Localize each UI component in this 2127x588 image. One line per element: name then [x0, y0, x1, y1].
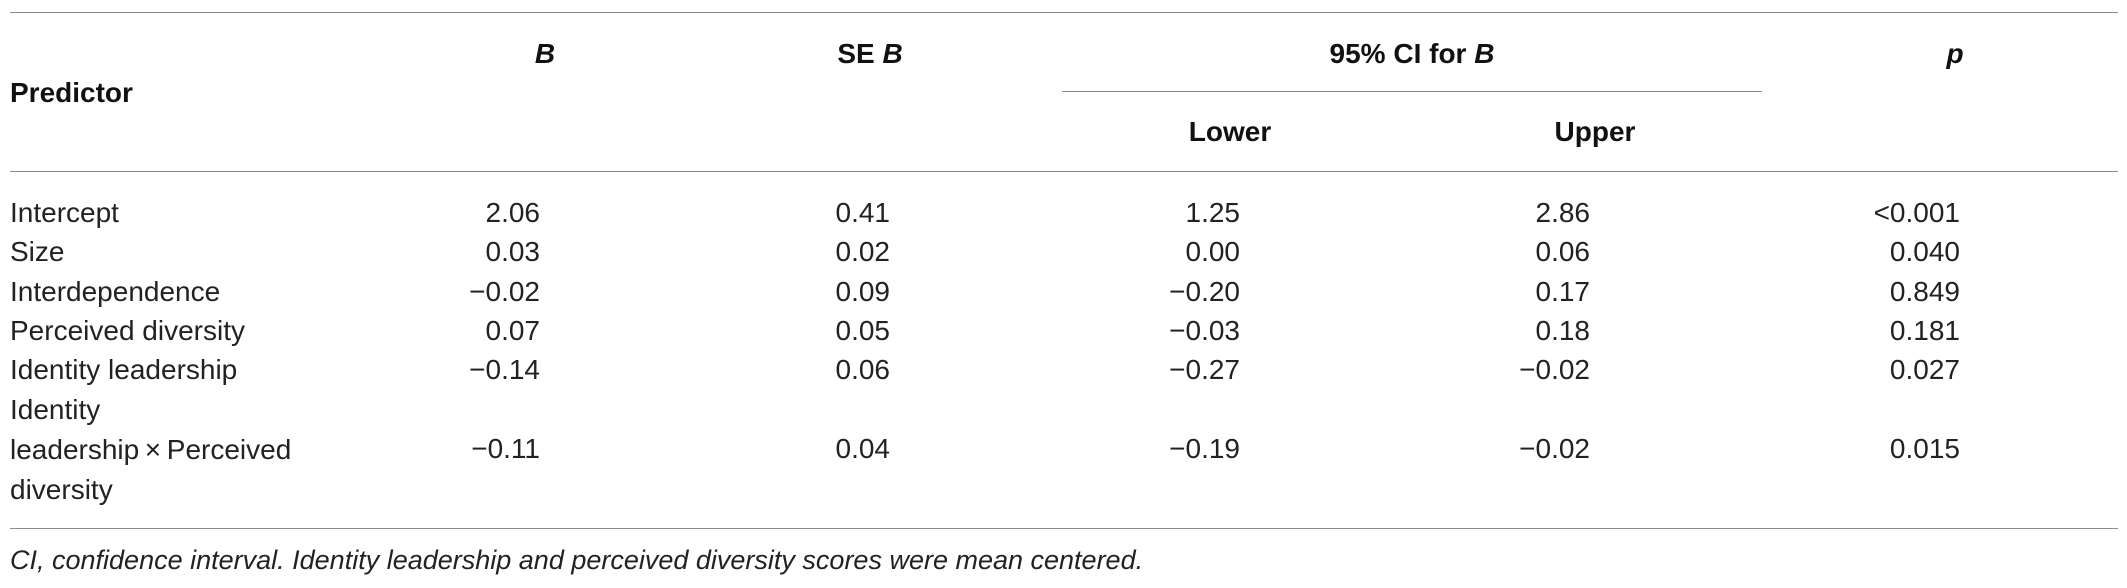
row-p: 0.040: [1889, 236, 1960, 267]
row-predictor-line: diversity: [10, 474, 113, 505]
row-predictor: Size: [10, 236, 65, 267]
row-p: 0.849: [1889, 276, 1960, 307]
row-b: −0.02: [469, 276, 540, 307]
header-bottom-rule: [10, 171, 2118, 172]
row-upper: 0.17: [1535, 276, 1591, 307]
header-predictor: Predictor: [10, 77, 133, 108]
row-lower: −0.19: [1169, 433, 1240, 464]
row-predictor: Intercept: [10, 197, 119, 228]
row-predictor-line: Identity: [10, 394, 101, 425]
row-se: 0.06: [835, 354, 891, 385]
header-se-prefix: SE: [837, 38, 883, 69]
table-bottom-rule: [10, 528, 2118, 529]
row-predictor: Perceived diversity: [10, 315, 245, 346]
row-b: −0.14: [469, 354, 540, 385]
row-p: <0.001: [1873, 197, 1960, 228]
ci-header-rule: [1062, 91, 1762, 92]
header-ci: 95% CI for B: [1262, 34, 1562, 74]
row-b: −0.11: [471, 433, 540, 464]
row-se: 0.05: [835, 315, 891, 346]
header-p-italic: p: [1946, 38, 1964, 69]
row-se: 0.41: [835, 197, 891, 228]
row-predictor-line: leadership × Perceived: [10, 434, 292, 465]
row-lower: −0.03: [1169, 315, 1240, 346]
row-lower: −0.20: [1169, 276, 1240, 307]
row-lower: −0.27: [1169, 354, 1240, 385]
row-p: 0.027: [1889, 354, 1960, 385]
header-ci-prefix: 95% CI for: [1329, 38, 1475, 69]
row-predictor: Identity leadership: [10, 354, 238, 385]
header-p: p: [1905, 34, 2005, 74]
row-lower: 0.00: [1185, 236, 1241, 267]
row-b: 0.03: [485, 236, 541, 267]
header-b-italic: B: [534, 38, 556, 69]
row-b: 2.06: [485, 197, 541, 228]
row-upper: −0.02: [1519, 433, 1590, 464]
header-se-b: SE B: [800, 34, 940, 74]
row-se: 0.09: [835, 276, 891, 307]
table-footnote: CI, confidence interval. Identity leader…: [10, 545, 1144, 575]
row-upper: 0.06: [1535, 236, 1591, 267]
header-lower: Lower: [1188, 116, 1272, 147]
row-se: 0.02: [835, 236, 891, 267]
row-upper: −0.02: [1519, 354, 1590, 385]
row-b: 0.07: [485, 315, 541, 346]
row-predictor-multiline: Identity leadership × Perceived diversit…: [10, 390, 291, 510]
row-p: 0.181: [1889, 315, 1960, 346]
row-upper: 2.86: [1535, 197, 1591, 228]
header-b: B: [480, 34, 610, 74]
row-predictor: Interdependence: [10, 276, 221, 307]
row-p: 0.015: [1889, 433, 1960, 464]
row-lower: 1.25: [1185, 197, 1241, 228]
table-top-rule: [10, 12, 2118, 13]
header-upper: Upper: [1554, 116, 1636, 147]
header-se-italic: B: [882, 38, 903, 69]
row-upper: 0.18: [1535, 315, 1591, 346]
row-se: 0.04: [835, 433, 891, 464]
header-ci-italic: B: [1474, 38, 1495, 69]
